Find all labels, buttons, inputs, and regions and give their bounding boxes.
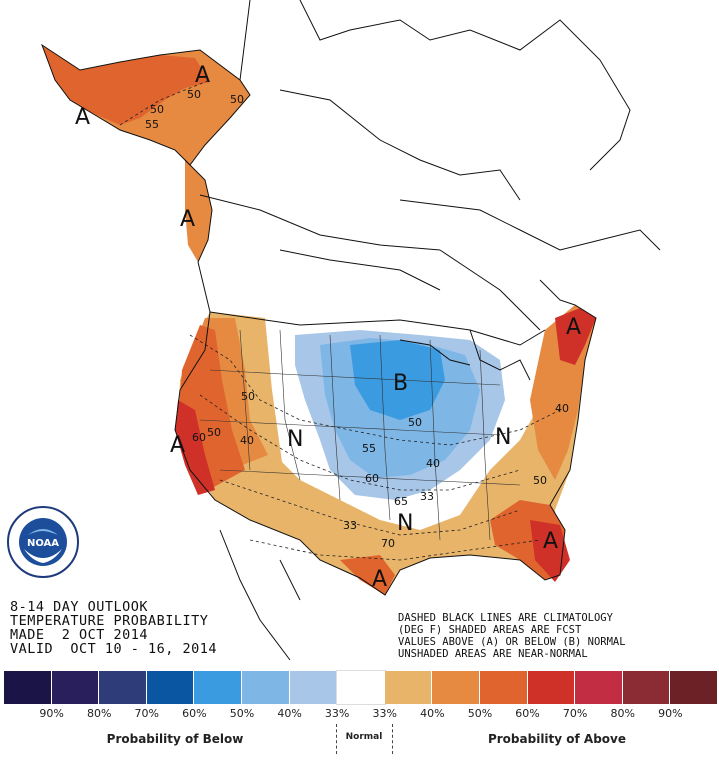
contour-label: 50 xyxy=(533,474,547,487)
legend-swatch xyxy=(146,671,195,704)
contour-label: 50 xyxy=(241,390,255,403)
legend-swatch xyxy=(289,671,338,704)
map-label-normal-west: N xyxy=(287,427,303,452)
legend-percentage-label: 40% xyxy=(277,707,302,720)
note-line: VALUES ABOVE (A) OR BELOW (B) NORMAL xyxy=(398,636,626,648)
map-label-above-alaska: A xyxy=(195,63,210,88)
legend-swatch xyxy=(384,671,433,704)
contour-label: 50 xyxy=(230,93,244,106)
note-line: DASHED BLACK LINES ARE CLIMATOLOGY xyxy=(398,612,613,624)
noaa-logo: NOAA xyxy=(7,506,79,578)
map-label-above-southeast: A xyxy=(543,529,558,554)
map-label-normal-south: N xyxy=(397,511,413,536)
below-shading xyxy=(295,330,505,500)
legend-percentage-label: 70% xyxy=(562,707,588,720)
contour-label: 40 xyxy=(240,434,254,447)
outlook-title-block: 8-14 DAY OUTLOOK TEMPERATURE PROBABILITY… xyxy=(10,600,217,656)
boundaries xyxy=(40,0,661,661)
contour-label: 33 xyxy=(420,490,434,503)
legend-caption-above: Probability of Above xyxy=(487,732,627,746)
legend-divider-right xyxy=(392,724,393,754)
legend-swatch xyxy=(241,671,290,704)
legend-percentage-label: 33% xyxy=(372,707,397,720)
outlook-made-date: MADE 2 OCT 2014 xyxy=(10,627,149,643)
map-label-above-west-coast: A xyxy=(170,433,185,458)
legend-caption-below: Probability of Below xyxy=(106,732,244,746)
legend-percentage-label: 90% xyxy=(658,707,683,720)
legend-color-bar xyxy=(4,670,718,705)
legend-percentage-label: 33% xyxy=(324,707,350,720)
legend-swatch xyxy=(432,671,480,704)
contour-label: 70 xyxy=(381,537,395,550)
state-lines xyxy=(199,329,521,541)
legend-percentage-label: 70% xyxy=(134,707,159,720)
outlook-valid-range: VALID OCT 10 - 16, 2014 xyxy=(10,641,218,657)
contour-label: 50 xyxy=(187,88,201,101)
legend-swatch xyxy=(527,671,576,704)
legend-swatch xyxy=(51,671,100,704)
map-notes: DASHED BLACK LINES ARE CLIMATOLOGY (DEG … xyxy=(398,612,626,660)
outlook-map: A A A A A A A B N N N 50 50 50 55 50 60 … xyxy=(40,0,661,661)
legend-swatch xyxy=(670,671,718,704)
alaska-shading xyxy=(42,45,250,262)
noaa-logo-text: NOAA xyxy=(27,538,59,549)
contour-label: 55 xyxy=(145,118,159,131)
legend-percentage-label: 90% xyxy=(39,707,64,720)
legend-swatch xyxy=(336,670,386,705)
contour-label: 50 xyxy=(408,416,422,429)
contour-label: 60 xyxy=(365,472,379,485)
legend-swatch xyxy=(575,671,623,704)
contour-label: 55 xyxy=(362,442,376,455)
note-line: UNSHADED AREAS ARE NEAR-NORMAL xyxy=(398,648,588,660)
climatology-lines xyxy=(119,79,561,561)
contour-label: 65 xyxy=(394,495,408,508)
note-line: (DEG F) SHADED AREAS ARE FCST xyxy=(398,624,582,636)
legend-swatch xyxy=(622,671,671,704)
legend-percentage-label: 60% xyxy=(515,707,540,720)
legend-percentage-label: 50% xyxy=(467,707,493,720)
legend-percentage-label: 80% xyxy=(86,707,112,720)
map-label-above-alaska-west: A xyxy=(75,105,90,130)
conus-shading xyxy=(175,305,596,595)
legend-swatch xyxy=(4,671,52,704)
contour-label: 40 xyxy=(555,402,569,415)
outlook-title: 8-14 DAY OUTLOOK xyxy=(10,599,149,615)
legend-swatch xyxy=(99,671,147,704)
legend-percentages: 90% 80% 70% 60% 50% 40% 33% 33% 40% 50% 60% 70% 80% 9… xyxy=(4,707,718,721)
map-label-above-northeast: A xyxy=(566,315,581,340)
outlook-subtitle: TEMPERATURE PROBABILITY xyxy=(10,613,209,629)
map-label-above-texas: A xyxy=(372,567,387,592)
contour-label: 60 xyxy=(192,431,206,444)
map-label-normal-east: N xyxy=(495,425,511,450)
legend-swatch xyxy=(194,671,242,704)
contour-label: 50 xyxy=(150,103,164,116)
contour-label: 50 xyxy=(207,426,221,439)
legend-caption-normal: Normal xyxy=(345,732,383,742)
legend-divider-left xyxy=(336,724,337,754)
legend-swatch xyxy=(479,671,528,704)
legend-percentage-label: 50% xyxy=(229,707,255,720)
map-label-below-central: B xyxy=(393,371,408,396)
contour-label: 40 xyxy=(426,457,440,470)
contour-label: 33 xyxy=(343,519,357,532)
map-label-above-alaska-south: A xyxy=(180,207,195,232)
legend-percentage-label: 40% xyxy=(420,707,445,720)
legend-percentage-label: 80% xyxy=(610,707,635,720)
legend-percentage-label: 60% xyxy=(182,707,207,720)
